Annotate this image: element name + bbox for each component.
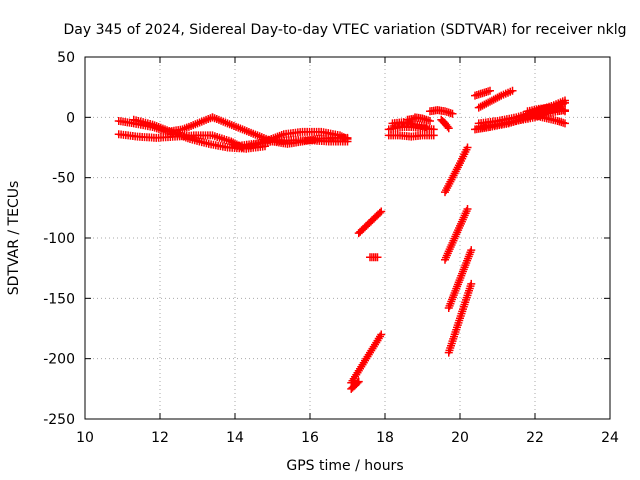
data-point: [508, 86, 517, 95]
data-point: [375, 208, 384, 217]
chart-title: Day 345 of 2024, Sidereal Day-to-day VTE…: [64, 22, 627, 38]
y-tick-label: -250: [43, 412, 75, 428]
data-point: [426, 116, 434, 125]
data-point: [463, 205, 472, 214]
data-point: [486, 86, 494, 95]
y-axis-label: SDTVAR / TECUs: [6, 181, 22, 296]
data-point: [373, 253, 382, 262]
x-tick-label: 18: [376, 430, 394, 446]
x-tick-label: 10: [76, 430, 94, 446]
x-tick-label: 14: [226, 430, 244, 446]
data-point: [354, 377, 363, 386]
data-point: [353, 378, 362, 387]
y-tick-label: -100: [43, 231, 75, 247]
y-tick-label: 50: [57, 50, 75, 66]
x-axis-label: GPS time / hours: [286, 458, 403, 474]
data-point: [448, 109, 457, 118]
y-tick-label: -150: [43, 291, 75, 307]
data-point: [422, 122, 431, 131]
data-point: [339, 133, 348, 142]
data-point: [443, 122, 452, 131]
data-point: [495, 92, 504, 101]
y-tick-label: -200: [43, 352, 75, 368]
data-point: [559, 106, 568, 115]
x-tick-label: 22: [526, 430, 544, 446]
data-point: [429, 131, 438, 140]
data-point: [343, 137, 352, 146]
data-point: [561, 107, 569, 116]
data-point: [377, 207, 386, 216]
data-point: [561, 119, 569, 128]
data-point: [444, 124, 453, 133]
x-tick-label: 16: [301, 430, 319, 446]
x-tick-label: 20: [451, 430, 469, 446]
x-tick-label: 12: [151, 430, 169, 446]
data-point: [467, 246, 476, 255]
data-point: [463, 143, 472, 152]
data-point: [377, 330, 386, 339]
ticks: 10 12 14 16 18 20 22 24 50 0 -50 -100 -150 -200 -250: [43, 50, 619, 446]
y-tick-label: 0: [66, 110, 75, 126]
x-tick-label: 24: [601, 430, 619, 446]
data-point: [337, 132, 346, 141]
data-points: [114, 86, 569, 393]
data-point: [561, 98, 569, 107]
data-point: [467, 279, 476, 288]
y-tick-label: -50: [52, 171, 75, 187]
